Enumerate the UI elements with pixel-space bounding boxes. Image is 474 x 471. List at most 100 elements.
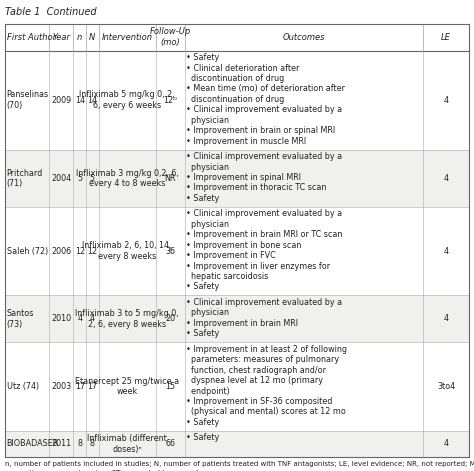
Text: • Clinical improvement evaluated by a: • Clinical improvement evaluated by a <box>186 210 343 219</box>
Text: Intervention: Intervention <box>101 32 153 41</box>
Text: 12: 12 <box>75 247 85 256</box>
Text: 4: 4 <box>444 314 448 324</box>
Text: doses)ᵉ: doses)ᵉ <box>112 445 142 454</box>
Text: discontinuation of drug: discontinuation of drug <box>186 74 285 83</box>
Text: • Improvement in brain or spinal MRI: • Improvement in brain or spinal MRI <box>186 126 336 135</box>
Text: (73): (73) <box>7 319 23 329</box>
Text: Infliximab 3 to 5 mg/kg 0,: Infliximab 3 to 5 mg/kg 0, <box>75 309 179 318</box>
Text: 2004: 2004 <box>51 174 71 183</box>
Text: 20: 20 <box>165 314 175 324</box>
Text: • Improvement in spinal MRI: • Improvement in spinal MRI <box>186 173 301 182</box>
Text: Year: Year <box>52 32 70 41</box>
Text: 8: 8 <box>77 439 82 448</box>
Text: Utz (74): Utz (74) <box>7 382 39 391</box>
Text: • Improvement in liver enzymes for: • Improvement in liver enzymes for <box>186 261 330 270</box>
Text: 5: 5 <box>90 174 95 183</box>
Text: 2010: 2010 <box>51 314 71 324</box>
Text: • Improvement in bone scan: • Improvement in bone scan <box>186 241 302 250</box>
Text: 2011: 2011 <box>51 439 71 448</box>
Text: 12ᴰ: 12ᴰ <box>164 96 177 105</box>
Text: 12: 12 <box>87 247 97 256</box>
Text: hepatic sarcoidosis: hepatic sarcoidosis <box>186 272 269 281</box>
Text: n: n <box>77 32 82 41</box>
Text: First Author: First Author <box>7 32 56 41</box>
Text: • Improvement in muscle MRI: • Improvement in muscle MRI <box>186 137 307 146</box>
Text: 17: 17 <box>87 382 97 391</box>
Bar <box>5 295 469 342</box>
Text: physician: physician <box>186 162 229 171</box>
Text: endpoint): endpoint) <box>186 387 230 396</box>
Text: • Safety: • Safety <box>186 433 219 442</box>
Text: physician: physician <box>186 309 229 317</box>
Text: Outcomes: Outcomes <box>283 32 325 41</box>
Text: (70): (70) <box>7 101 23 110</box>
Text: BIOBADASER: BIOBADASER <box>7 439 59 448</box>
Text: N: N <box>89 32 95 41</box>
Text: dyspnea level at 12 mo (primary: dyspnea level at 12 mo (primary <box>186 376 323 385</box>
Text: 4: 4 <box>444 247 448 256</box>
Text: NR: NR <box>164 174 176 183</box>
Text: • Clinical improvement evaluated by a: • Clinical improvement evaluated by a <box>186 106 343 114</box>
Text: • Improvement in brain MRI or TC scan: • Improvement in brain MRI or TC scan <box>186 230 343 239</box>
Text: 8: 8 <box>90 439 95 448</box>
Text: • Improvement in brain MRI: • Improvement in brain MRI <box>186 319 299 328</box>
Text: • Clinical improvement evaluated by a: • Clinical improvement evaluated by a <box>186 298 343 307</box>
Text: • Safety: • Safety <box>186 329 219 338</box>
Text: week: week <box>117 387 138 396</box>
Text: Saleh (72): Saleh (72) <box>7 247 48 256</box>
Bar <box>5 150 469 207</box>
Text: physician: physician <box>186 116 229 125</box>
Text: 2006: 2006 <box>51 247 71 256</box>
Text: Pritchard: Pritchard <box>7 169 43 178</box>
Text: • Clinical deterioration after: • Clinical deterioration after <box>186 64 300 73</box>
Text: 4: 4 <box>77 314 82 324</box>
Text: (71): (71) <box>7 179 23 188</box>
Text: 17: 17 <box>75 382 85 391</box>
Text: • Clinical improvement evaluated by a: • Clinical improvement evaluated by a <box>186 152 343 161</box>
Text: physician: physician <box>186 220 229 229</box>
Text: 66: 66 <box>165 439 175 448</box>
Text: Infliximab (different: Infliximab (different <box>87 434 167 443</box>
Text: Infliximab 5 mg/kg 0, 2,: Infliximab 5 mg/kg 0, 2, <box>79 90 175 99</box>
Text: 14: 14 <box>87 96 97 105</box>
Text: • Improvement in thoracic TC scan: • Improvement in thoracic TC scan <box>186 183 327 193</box>
Text: • Mean time (mo) of deterioration after: • Mean time (mo) of deterioration after <box>186 84 346 93</box>
Text: 36: 36 <box>165 247 175 256</box>
Text: 3to4: 3to4 <box>437 382 455 391</box>
Text: Follow-Up
(mo): Follow-Up (mo) <box>150 27 191 47</box>
Text: every 8 weeks: every 8 weeks <box>98 252 156 261</box>
Text: LE: LE <box>441 32 451 41</box>
Text: parameters: measures of pulmonary: parameters: measures of pulmonary <box>186 355 339 365</box>
Text: Panselinas: Panselinas <box>7 90 49 99</box>
Text: (physical and mental) scores at 12 mo: (physical and mental) scores at 12 mo <box>186 407 346 416</box>
Text: every 4 to 8 weeks: every 4 to 8 weeks <box>89 179 165 188</box>
Text: 2009: 2009 <box>51 96 71 105</box>
Text: • Safety: • Safety <box>186 194 219 203</box>
Text: magnetic resonance imaging; CT, computed tomography.: magnetic resonance imaging; CT, computed… <box>5 470 206 471</box>
Text: 2, 6, every 8 weeks: 2, 6, every 8 weeks <box>88 319 166 329</box>
Text: • Improvement in SF-36 composited: • Improvement in SF-36 composited <box>186 397 333 406</box>
Text: function, chest radiograph and/or: function, chest radiograph and/or <box>186 366 327 375</box>
Text: • Improvement in at least 2 of following: • Improvement in at least 2 of following <box>186 345 347 354</box>
Text: 14: 14 <box>75 96 85 105</box>
Text: Etanercept 25 mg/twice a: Etanercept 25 mg/twice a <box>75 377 179 386</box>
Text: Table 1  Continued: Table 1 Continued <box>5 7 96 17</box>
Text: 15: 15 <box>165 382 175 391</box>
Text: 4: 4 <box>444 96 448 105</box>
Text: Infliximab 2, 6, 10, 14,: Infliximab 2, 6, 10, 14, <box>82 242 172 251</box>
Text: • Safety: • Safety <box>186 418 219 427</box>
Text: 4: 4 <box>444 439 448 448</box>
Text: 6, every 6 weeks: 6, every 6 weeks <box>93 101 161 110</box>
Text: 2003: 2003 <box>51 382 71 391</box>
Text: Santos: Santos <box>7 309 34 318</box>
Bar <box>5 431 469 457</box>
Text: 5: 5 <box>77 174 82 183</box>
Text: Infliximab 3 mg/kg 0,2, 6,: Infliximab 3 mg/kg 0,2, 6, <box>76 169 179 178</box>
Text: • Safety: • Safety <box>186 283 219 292</box>
Text: discontinuation of drug: discontinuation of drug <box>186 95 285 104</box>
Text: n, number of patients included in studies; N, number of patients treated with TN: n, number of patients included in studie… <box>5 461 474 467</box>
Text: 4: 4 <box>444 174 448 183</box>
Text: • Improvement in FVC: • Improvement in FVC <box>186 251 276 260</box>
Text: 4: 4 <box>90 314 95 324</box>
Text: • Safety: • Safety <box>186 53 219 62</box>
